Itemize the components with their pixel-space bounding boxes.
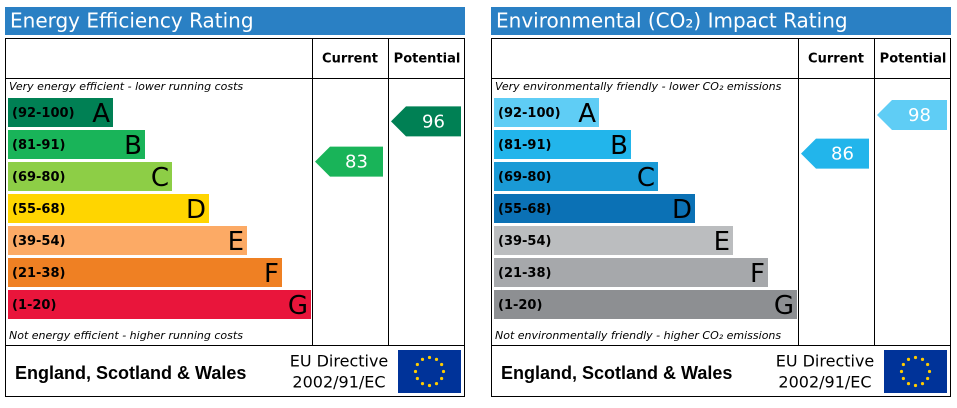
flag-star [427, 383, 432, 388]
band-letter: E [228, 227, 244, 257]
flag-star [906, 357, 911, 361]
band-range: (39-54) [12, 234, 65, 249]
bottom-note: Not energy efficient - higher running co… [9, 329, 243, 342]
band-letter: B [610, 131, 628, 161]
footer-code: 2002/91/EC [292, 373, 385, 392]
title-bar [491, 7, 951, 35]
flag-star [415, 376, 419, 381]
band-bar [494, 98, 599, 127]
band-letter: C [637, 163, 655, 193]
footer-code: 2002/91/EC [778, 373, 871, 392]
flag-star [427, 355, 432, 360]
rating-panel: Energy Efficiency Rating Current Potential… [5, 7, 465, 397]
band-bar [494, 258, 768, 287]
flag-star [413, 369, 418, 374]
flag-star [926, 362, 930, 367]
band-bar [8, 194, 209, 223]
band-range: (69-80) [498, 170, 551, 185]
rating-arrow [801, 138, 869, 169]
footer-region: England, Scotland & Wales [15, 363, 246, 383]
rating-arrow [877, 99, 947, 130]
band-letter: F [750, 259, 765, 289]
footer-region: England, Scotland & Wales [501, 363, 732, 383]
band-bar [8, 130, 145, 159]
band-range: (21-38) [498, 266, 551, 281]
band-bar [494, 290, 797, 319]
band-letter: G [774, 291, 794, 321]
flag-star [415, 362, 419, 367]
rating-value: 83 [345, 152, 368, 173]
band-letter: D [186, 195, 206, 225]
band-letter: B [124, 131, 142, 161]
footer-directive: EU Directive [776, 352, 875, 371]
band-letter: C [151, 163, 169, 193]
rating-panel: Environmental (CO₂) Impact Rating Current… [491, 7, 951, 397]
flag-star [913, 383, 918, 388]
flag-star [441, 369, 446, 374]
panel-title: Energy Efficiency Rating [10, 9, 254, 33]
rating-arrow [391, 106, 461, 137]
band-range: (92-100) [12, 106, 75, 121]
flag-star [434, 357, 439, 361]
flag-star [927, 369, 932, 374]
band-letter: D [672, 195, 692, 225]
flag-star [899, 369, 904, 374]
flag-star [920, 357, 925, 361]
band-bar [8, 290, 311, 319]
column-header: Potential [880, 52, 947, 67]
top-note: Very environmentally friendly - lower CO… [495, 80, 782, 93]
flag-star [901, 362, 905, 367]
band-bar [8, 226, 247, 255]
band-bar [494, 226, 733, 255]
band-bar [8, 258, 282, 287]
band-bar [8, 162, 172, 191]
band-bar [8, 98, 113, 127]
rating-arrow [315, 146, 383, 177]
band-range: (1-20) [498, 298, 542, 313]
band-range: (81-91) [12, 138, 65, 153]
flag-star [901, 376, 905, 381]
band-letter: A [92, 99, 110, 129]
rating-value: 86 [831, 144, 854, 165]
rating-value: 98 [908, 105, 931, 126]
flag-star [420, 357, 425, 361]
band-range: (69-80) [12, 170, 65, 185]
band-range: (81-91) [498, 138, 551, 153]
band-letter: E [714, 227, 730, 257]
frame [5, 38, 465, 397]
band-bar [494, 194, 695, 223]
column-header: Current [322, 52, 378, 67]
band-letter: F [264, 259, 279, 289]
frame [491, 38, 951, 397]
flag-star [926, 376, 930, 381]
flag-star [434, 382, 439, 386]
flag-star [906, 382, 911, 386]
flag-star [440, 362, 444, 367]
panel-title: Environmental (CO₂) Impact Rating [496, 9, 848, 33]
flag-star [440, 376, 444, 381]
column-header: Potential [394, 52, 461, 67]
band-bar [494, 130, 631, 159]
title-bar [5, 7, 465, 35]
band-range: (55-68) [12, 202, 65, 217]
top-note: Very energy efficient - lower running co… [9, 80, 243, 93]
flag-star [920, 382, 925, 386]
flag-star [913, 355, 918, 360]
footer-directive: EU Directive [290, 352, 389, 371]
bottom-note: Not environmentally friendly - higher CO… [495, 329, 781, 342]
rating-value: 96 [422, 111, 445, 132]
band-range: (55-68) [498, 202, 551, 217]
band-range: (92-100) [498, 106, 561, 121]
flag-star [420, 382, 425, 386]
band-letter: G [288, 291, 308, 321]
column-header: Current [808, 52, 864, 67]
band-range: (1-20) [12, 298, 56, 313]
band-bar [494, 162, 658, 191]
band-letter: A [578, 99, 596, 129]
band-range: (39-54) [498, 234, 551, 249]
band-range: (21-38) [12, 266, 65, 281]
